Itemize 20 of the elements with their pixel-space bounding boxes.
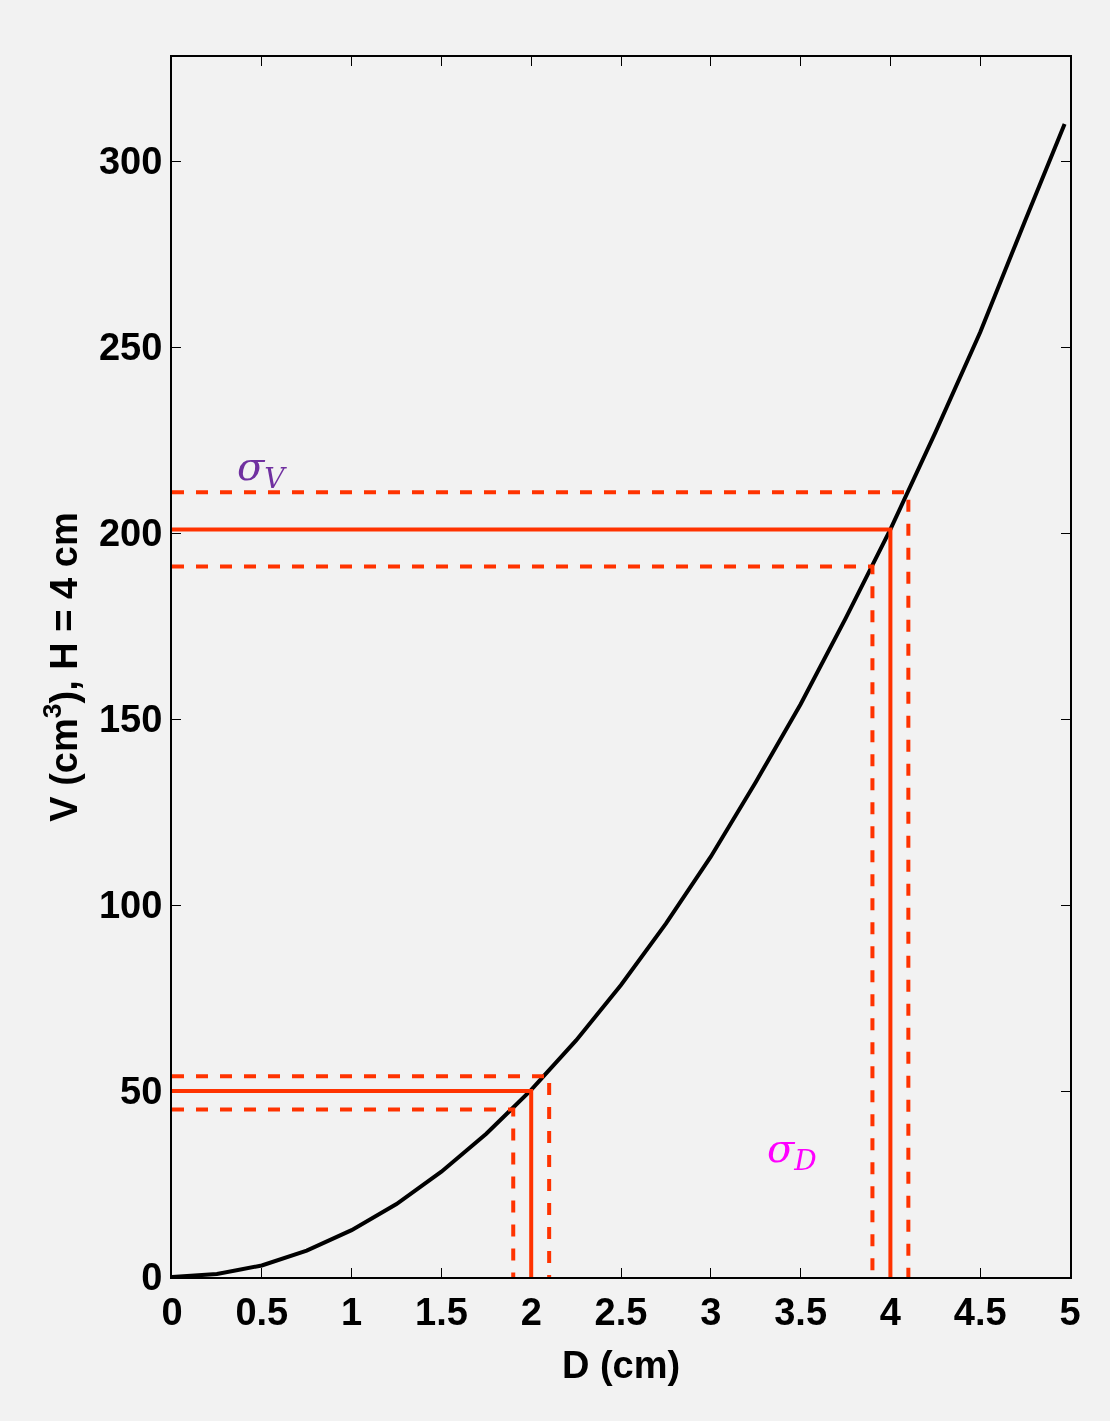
y-tick-label: 100 [98, 884, 163, 927]
y-tick-label: 150 [98, 698, 163, 741]
y-tick-label: 250 [98, 326, 163, 369]
y-tick-label: 300 [98, 140, 163, 183]
x-axis-title: D (cm) [561, 1344, 681, 1387]
x-tick-label: 4.5 [953, 1290, 1007, 1333]
annotation: σ$_{V}$ [237, 443, 288, 496]
y-tick-label: 200 [98, 512, 163, 555]
annotation: σ$_{D}$ [767, 1125, 817, 1178]
x-tick-label: 1.5 [414, 1290, 468, 1333]
x-tick-label: 1 [341, 1290, 363, 1333]
y-tick-label: 50 [120, 1070, 163, 1113]
y-tick-label: 0 [141, 1256, 163, 1299]
x-tick-label: 4 [879, 1290, 901, 1333]
x-tick-label: 5 [1059, 1290, 1081, 1333]
x-tick-label: 3.5 [774, 1290, 828, 1333]
x-tick-label: 2 [520, 1290, 542, 1333]
x-tick-label: 0.5 [235, 1290, 289, 1333]
x-tick-label: 3 [700, 1290, 722, 1333]
x-tick-label: 2.5 [594, 1290, 648, 1333]
